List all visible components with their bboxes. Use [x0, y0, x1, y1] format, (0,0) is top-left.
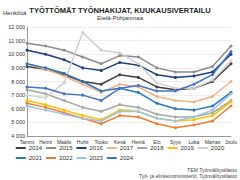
svg-text:2020: 2020 — [211, 145, 225, 151]
svg-text:4 000: 4 000 — [11, 133, 25, 139]
svg-text:Henkilöä: Henkilöä — [3, 10, 27, 16]
svg-text:Heinä: Heinä — [132, 139, 145, 145]
svg-text:8 000: 8 000 — [11, 79, 25, 85]
svg-text:Kesä: Kesä — [114, 139, 126, 145]
svg-text:2014: 2014 — [29, 145, 43, 151]
svg-text:Tammi: Tammi — [20, 139, 35, 145]
svg-text:Maalis: Maalis — [57, 139, 72, 145]
svg-text:TYÖTTÖMÄT TYÖNHAKIJAT, KUUKAUS: TYÖTTÖMÄT TYÖNHAKIJAT, KUUKAUSIVERTAILU — [29, 6, 210, 15]
svg-text:5 000: 5 000 — [11, 119, 25, 125]
svg-text:2018: 2018 — [150, 145, 164, 151]
svg-text:6 000: 6 000 — [11, 106, 25, 112]
svg-text:2016: 2016 — [89, 145, 103, 151]
svg-text:Työ- ja elinkeinoministeriö, T: Työ- ja elinkeinoministeriö, Työnvälitys… — [139, 173, 237, 179]
svg-text:Loka: Loka — [189, 139, 200, 145]
svg-text:9 000: 9 000 — [11, 65, 25, 71]
svg-text:Syys: Syys — [170, 139, 181, 145]
svg-text:Elo: Elo — [153, 139, 160, 145]
svg-text:2019: 2019 — [181, 145, 195, 151]
svg-text:2024: 2024 — [120, 155, 134, 161]
svg-text:2022: 2022 — [59, 155, 73, 161]
svg-text:Touko: Touko — [95, 139, 109, 145]
svg-text:Huhti: Huhti — [77, 139, 89, 145]
svg-text:2015: 2015 — [59, 145, 73, 151]
svg-text:2017: 2017 — [120, 145, 134, 151]
svg-text:Helmi: Helmi — [39, 139, 52, 145]
svg-text:Etelä-Pohjanmaa: Etelä-Pohjanmaa — [97, 15, 144, 21]
svg-text:11 000: 11 000 — [9, 38, 25, 44]
svg-text:7 000: 7 000 — [11, 92, 25, 98]
svg-text:TEM Työnvälitystilasto: TEM Työnvälitystilasto — [187, 166, 237, 173]
svg-text:Joulu: Joulu — [225, 139, 237, 145]
svg-text:10 000: 10 000 — [8, 51, 25, 57]
svg-text:2021: 2021 — [29, 155, 43, 161]
svg-text:2023: 2023 — [89, 155, 103, 161]
svg-text:Marras: Marras — [205, 139, 221, 145]
svg-text:12 000: 12 000 — [8, 24, 25, 30]
